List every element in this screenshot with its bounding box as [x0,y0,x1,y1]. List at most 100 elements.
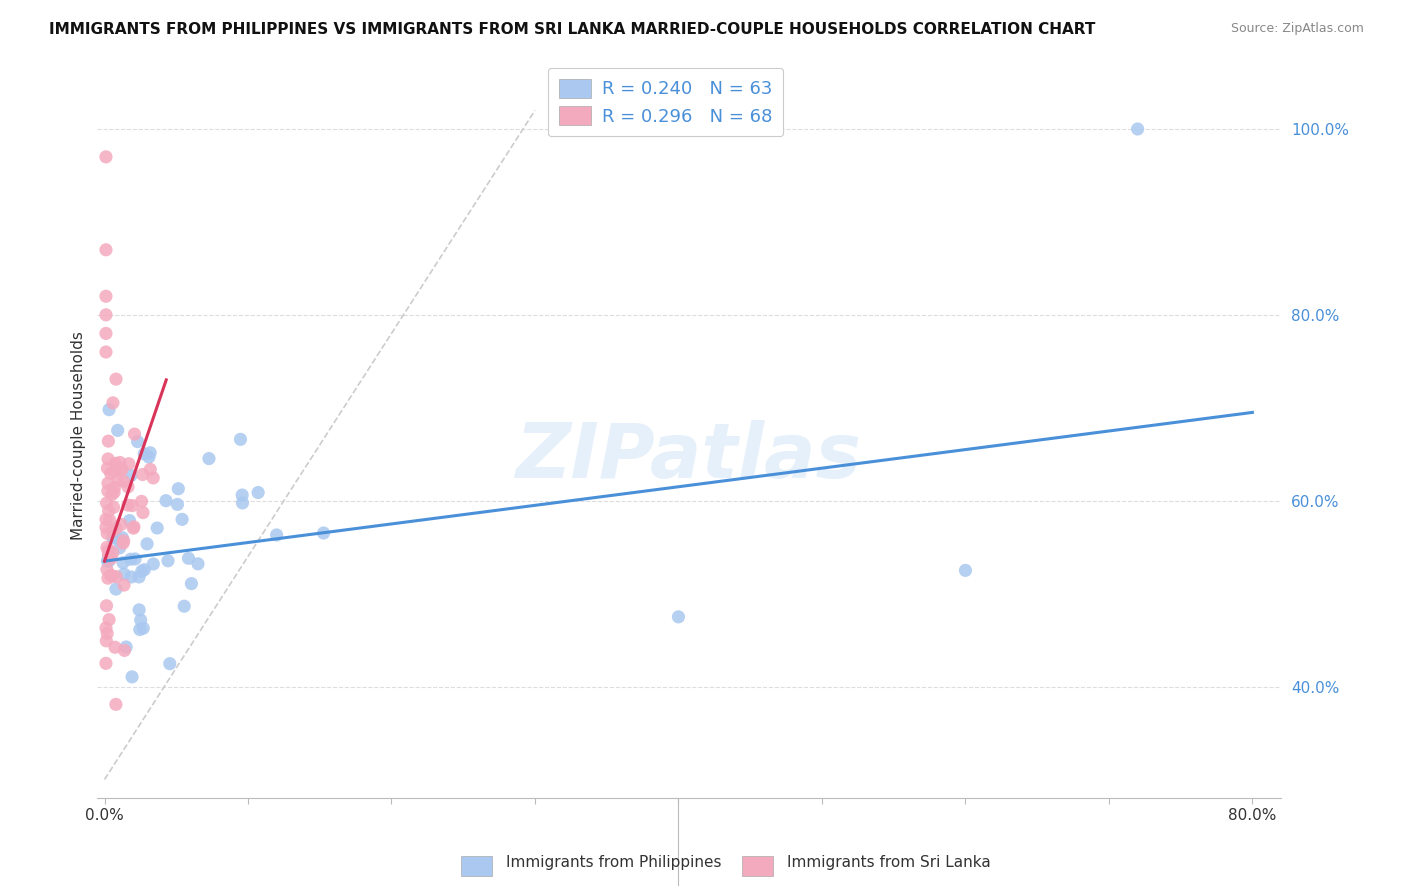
Point [138,450,160,464]
Point [112,536,135,550]
Point [103,485,125,500]
Point [115,640,138,654]
Point [117,498,139,512]
Point [132,506,155,520]
Point [96,563,118,577]
Point [187,557,209,571]
Text: Immigrants from Philippines: Immigrants from Philippines [506,855,721,870]
Point [96,541,118,555]
Point [132,621,155,635]
Point [97,571,120,585]
Point [172,512,194,526]
Point [131,467,153,482]
Point [122,521,145,535]
Point [166,497,188,511]
Point [231,488,253,502]
Point [104,372,127,386]
Point [139,462,162,476]
Point [101,488,124,502]
Point [134,447,156,461]
Point [96,599,118,613]
Point [104,456,127,470]
Point [97,549,120,564]
Point [107,473,129,487]
Point [122,520,145,534]
Point [100,467,122,481]
Point [107,423,129,437]
Point [266,528,288,542]
Point [177,551,200,566]
Point [111,531,134,545]
Point [128,623,150,637]
Point [97,504,120,518]
Point [104,582,127,596]
Point [96,526,118,541]
Point [112,578,135,592]
Point [97,554,120,568]
Point [94,520,117,534]
Point [101,569,124,583]
Point [180,576,202,591]
Point [146,521,169,535]
Point [155,493,177,508]
Point [159,657,181,671]
Point [108,455,131,469]
Point [668,610,690,624]
Point [103,500,125,515]
Point [101,545,124,559]
Legend: R = 0.240   N = 63, R = 0.296   N = 68: R = 0.240 N = 63, R = 0.296 N = 68 [548,68,783,136]
Point [94,326,117,341]
Point [96,554,118,568]
Point [97,434,120,449]
Point [111,462,134,476]
Point [94,621,117,635]
Point [312,526,335,541]
Point [128,570,150,584]
Point [97,543,120,558]
Point [96,626,118,640]
Text: Immigrants from Sri Lanka: Immigrants from Sri Lanka [787,855,991,870]
Point [112,533,135,548]
Point [112,567,135,582]
Point [142,557,165,571]
Point [198,451,221,466]
Point [94,289,117,303]
Point [156,554,179,568]
Point [96,633,118,648]
Point [167,482,190,496]
Point [98,513,121,527]
Point [955,563,977,577]
Point [96,461,118,475]
Point [118,457,141,471]
Point [94,308,117,322]
Point [94,512,117,526]
Point [142,471,165,485]
Y-axis label: Married-couple Households: Married-couple Households [72,331,86,540]
Point [97,476,120,491]
Point [120,570,142,584]
Point [107,533,129,547]
Point [98,402,121,417]
Point [101,396,124,410]
Point [108,541,131,555]
Point [104,640,127,655]
Point [129,613,152,627]
Point [98,613,121,627]
Point [124,427,146,442]
Point [136,537,159,551]
Point [101,531,124,545]
Point [139,446,162,460]
Point [173,599,195,614]
Point [134,563,156,577]
Point [112,556,135,570]
Point [229,433,252,447]
Text: IMMIGRANTS FROM PHILIPPINES VS IMMIGRANTS FROM SRI LANKA MARRIED-COUPLE HOUSEHOL: IMMIGRANTS FROM PHILIPPINES VS IMMIGRANT… [49,22,1095,37]
Point [105,570,128,584]
Point [127,434,149,449]
Point [121,670,143,684]
Point [97,548,120,562]
Point [105,521,128,535]
Point [94,657,117,671]
Point [100,551,122,566]
Point [117,480,139,494]
